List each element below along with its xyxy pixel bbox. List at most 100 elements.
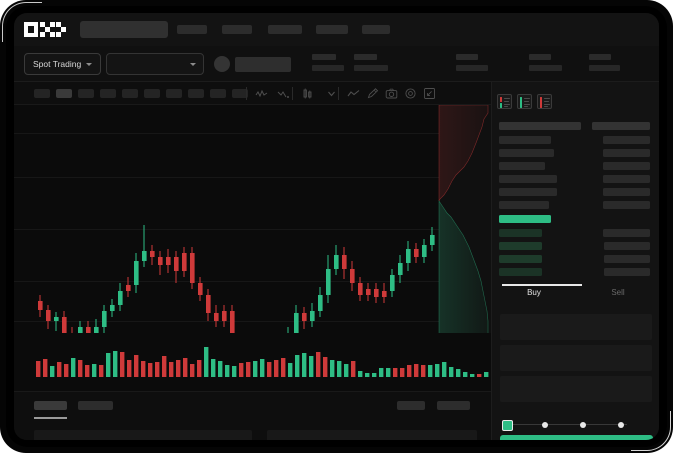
bottom-panel-left [34,430,252,440]
slider-dot-2[interactable] [580,421,586,428]
orderbook-mode-asks[interactable] [537,94,552,109]
ask-row-7-price[interactable] [499,201,549,209]
stat-24h-volume [589,54,620,71]
candle-body-24 [222,311,227,321]
bottom-action-2[interactable] [437,401,470,410]
volume-bar-21 [176,360,181,377]
chart-settings-icon[interactable] [404,87,417,100]
bid-row-2-price[interactable] [499,242,542,250]
orderbook-mode-both[interactable] [497,94,512,109]
volume-bar-14 [127,360,132,377]
bottom-tab-order-history[interactable] [78,401,113,410]
slider-handle[interactable] [502,419,513,431]
timeframe-1m[interactable] [34,89,50,98]
volume-bar-10 [99,365,104,377]
ask-row-4-price[interactable] [499,162,545,170]
volume-bar-64 [477,374,482,377]
timeframe-15m[interactable] [78,89,94,98]
indicators-icon[interactable] [255,87,268,100]
compare-icon[interactable] [277,87,290,100]
bid-depth-area [438,200,489,340]
nav-item-2[interactable] [222,25,252,34]
candle-body-40 [350,269,355,283]
nav-item-5[interactable] [362,25,390,34]
orderbook-mode-bids[interactable] [517,94,532,109]
orderbook-view-modes [497,94,552,109]
timeframe-more[interactable] [232,89,248,98]
candle-body-20 [190,253,195,283]
volume-bar-62 [463,372,468,377]
slider-dot-3[interactable] [618,421,624,428]
bottom-tab-open-orders[interactable] [34,401,67,410]
volume-bar-35 [274,360,279,377]
snapshot-icon[interactable] [385,87,398,100]
ask-row-2-price[interactable] [499,136,551,144]
pair-select-dropdown[interactable] [106,53,204,75]
volume-bar-25 [204,347,209,377]
spot-trading-dropdown[interactable]: Spot Trading [24,53,102,75]
fullscreen-icon[interactable] [423,87,436,100]
volume-bar-45 [344,364,349,377]
candle-body-37 [326,269,331,295]
ask-row-6-price[interactable] [499,188,557,196]
volume-bar-33 [260,359,265,377]
spot-trading-label: Spot Trading [33,59,82,69]
candle-body-44 [382,291,387,297]
bezel-highlight-bottom-right [631,411,671,451]
bid-row-4-price[interactable] [499,268,542,276]
order-book-panel: Buy Sell [491,82,659,440]
total-field[interactable] [500,376,652,402]
ask-row-5-price[interactable] [499,175,557,183]
tab-sell[interactable]: Sell [611,288,625,297]
bid-row-4-amount [604,268,650,276]
nav-item-3[interactable] [268,25,302,34]
chart-style-dropdown-icon[interactable] [325,87,338,100]
bid-row-1-price[interactable] [499,229,542,237]
timeframe-1w[interactable] [188,89,204,98]
volume-bar-17 [148,363,153,377]
line-chart-icon[interactable] [347,87,360,100]
buy-tab-underline [502,284,582,286]
candle-body-23 [214,313,219,321]
volume-bar-51 [386,368,391,377]
slider-dot-1[interactable] [542,421,548,428]
ask-row-5-amount [603,175,650,183]
volume-bar-61 [456,369,461,377]
gridline-2 [14,177,491,178]
amount-field[interactable] [500,345,652,371]
timeframe-30m[interactable] [100,89,116,98]
candle-body-7 [86,327,91,333]
timeframe-4h[interactable] [144,89,160,98]
volume-bar-54 [407,365,412,377]
draw-tools-icon[interactable] [366,87,379,100]
nav-item-4[interactable] [316,25,348,34]
volume-bar-40 [309,356,314,377]
bid-row-3-price[interactable] [499,255,542,263]
chart-toolbar [14,82,491,105]
header-pair-chip[interactable] [80,21,168,38]
ask-row-3-price[interactable] [499,149,554,157]
volume-bar-28 [225,365,230,377]
volume-bar-2 [43,359,48,377]
volume-bar-29 [232,366,237,377]
volume-bar-46 [351,361,356,377]
timeframe-1h[interactable] [122,89,138,98]
timeframe-1d[interactable] [166,89,182,98]
candle-type-icon[interactable] [301,87,314,100]
orderbook-header-row-1-price[interactable] [499,122,581,130]
orderbook-last-price-row-1-price[interactable] [499,215,551,223]
okx-logo[interactable] [24,22,68,37]
timeframe-5m[interactable] [56,89,72,98]
price-field[interactable] [500,314,652,340]
tab-buy[interactable]: Buy [527,288,541,297]
timeframe-1mo[interactable] [210,89,226,98]
amount-slider[interactable] [502,418,628,431]
volume-bar-22 [183,358,188,377]
volume-bar-1 [36,361,41,377]
bottom-action-1[interactable] [397,401,425,410]
nav-item-1[interactable] [177,25,207,34]
price-chart[interactable] [14,105,491,333]
trade-form-tabs: Buy Sell [492,284,659,310]
pair-coin-avatar [214,56,230,72]
submit-order-button[interactable] [500,435,653,440]
